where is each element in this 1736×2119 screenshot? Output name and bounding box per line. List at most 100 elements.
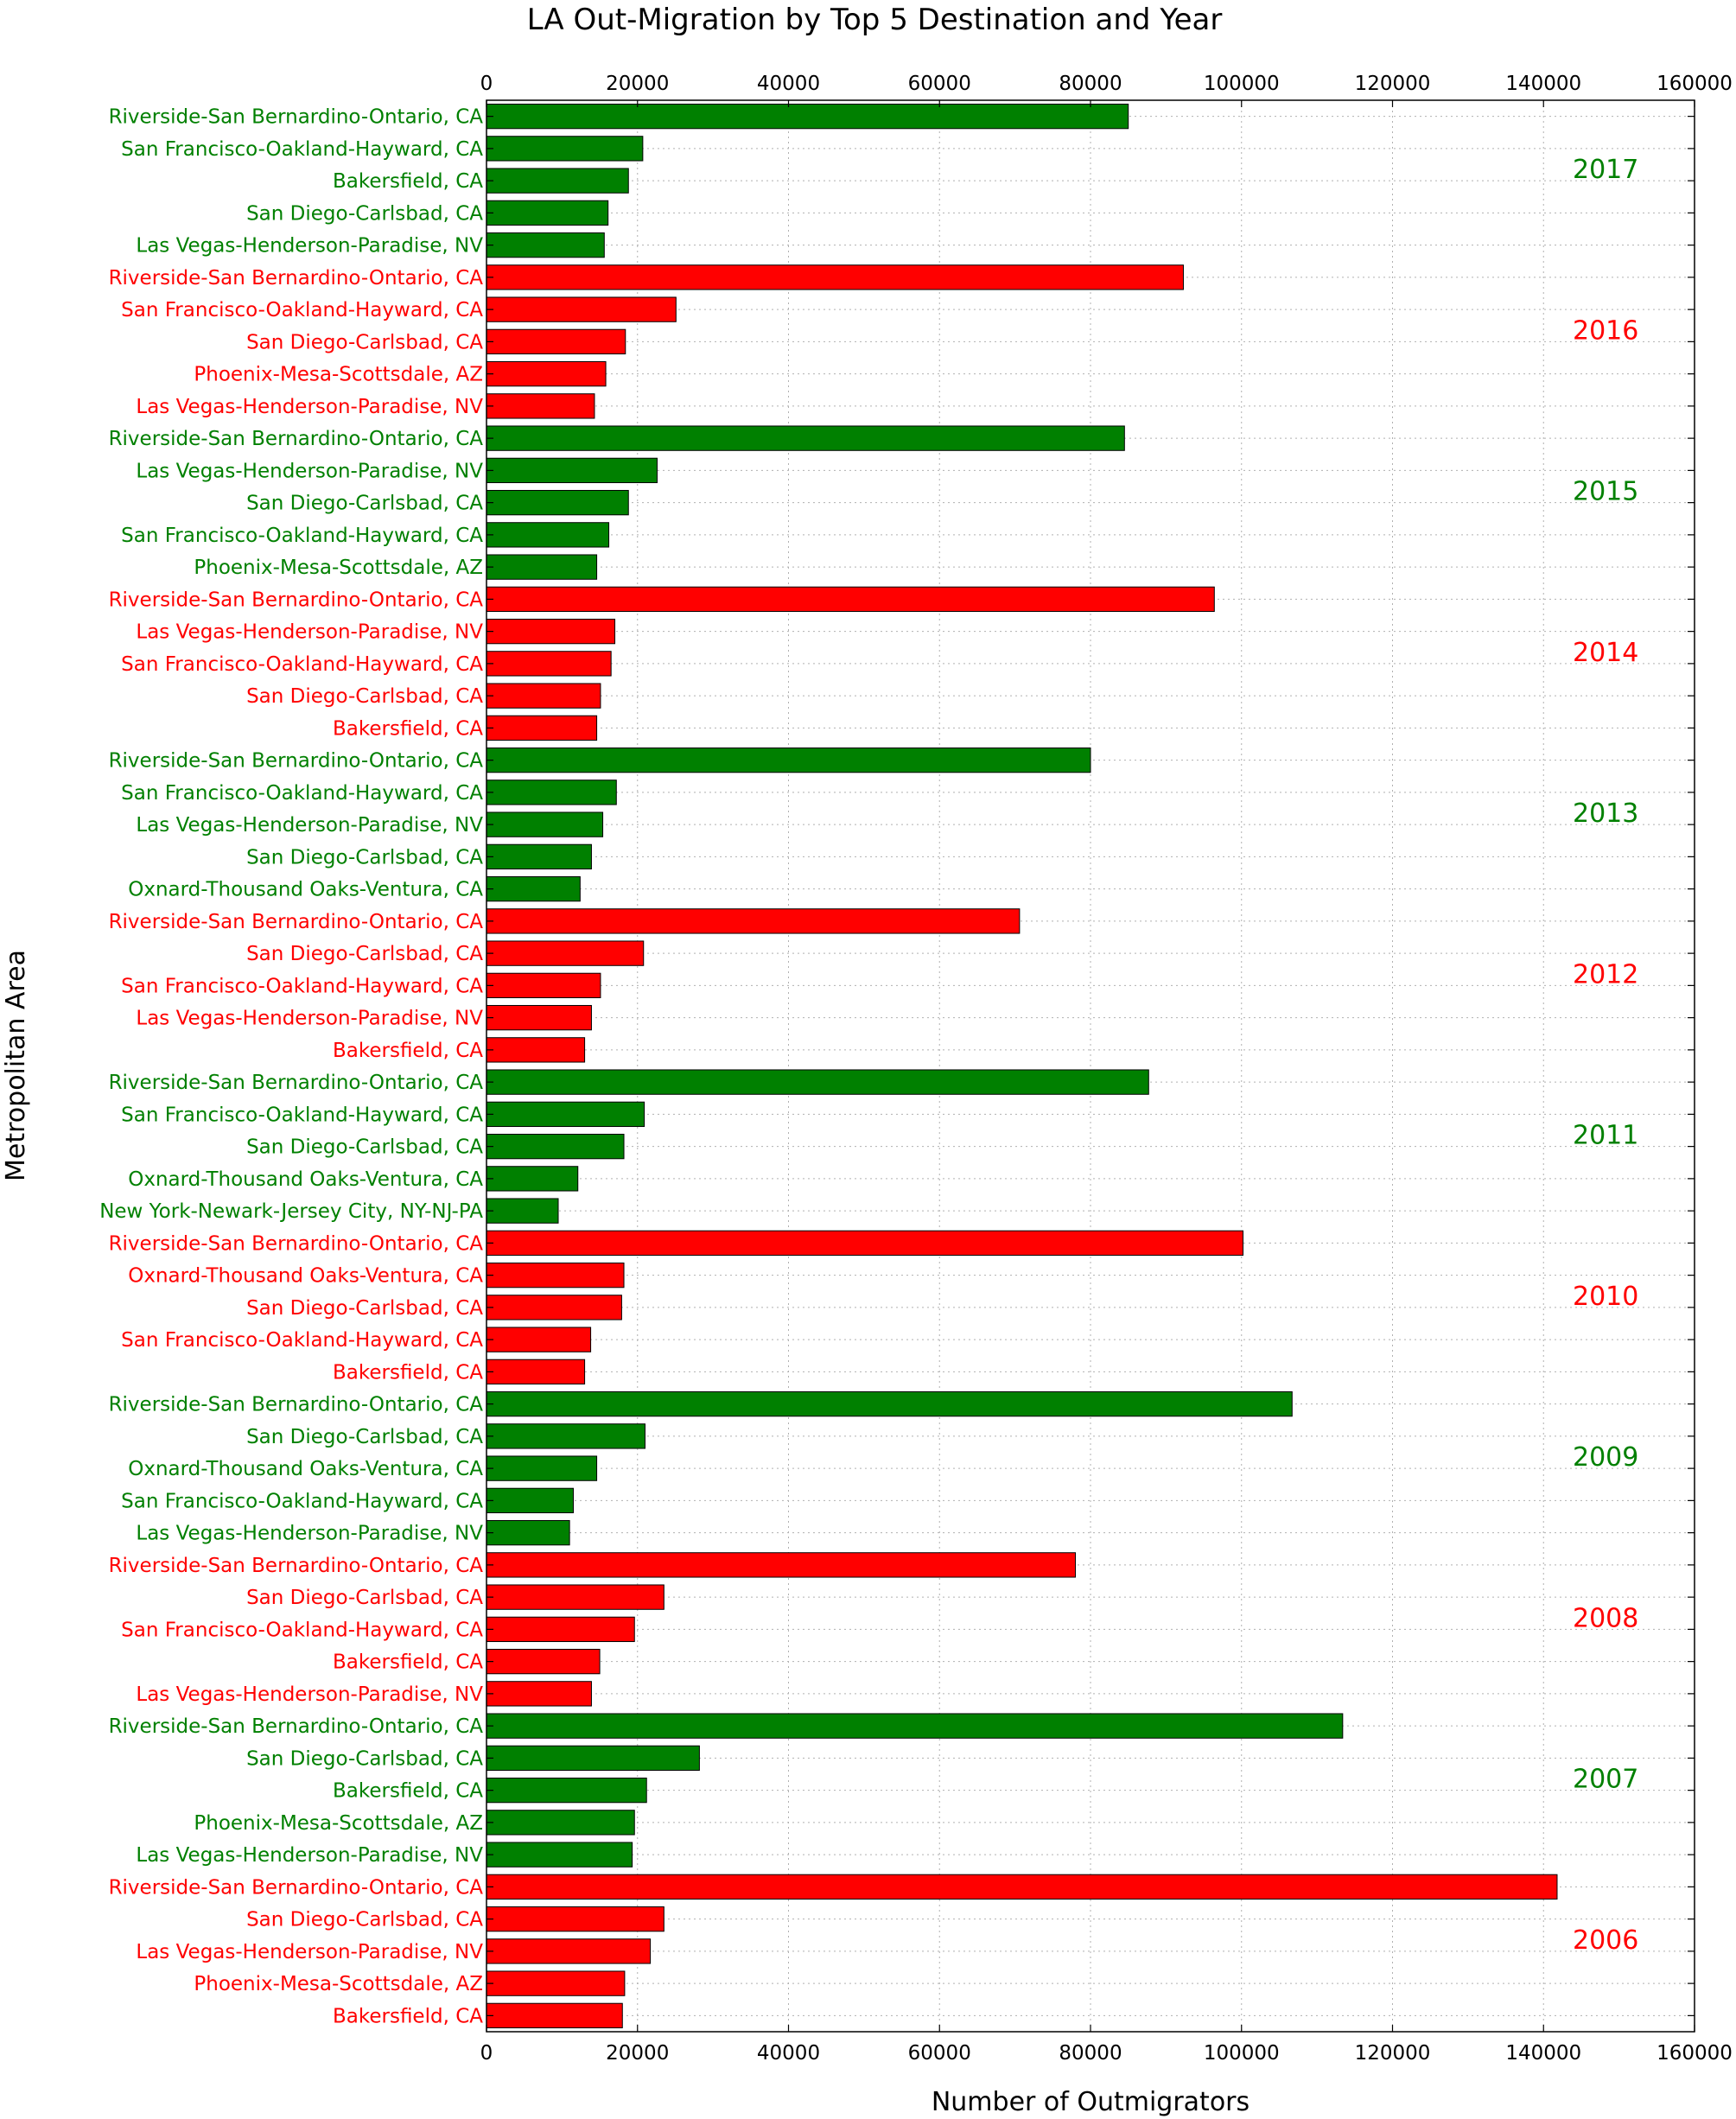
- x-tick-label-top: 120000: [1355, 73, 1431, 95]
- category-label: San Diego-Carlsbad, CA: [246, 685, 483, 708]
- bar: [486, 747, 1091, 773]
- bar: [486, 1327, 592, 1352]
- y-axis-label: Metropolitan Area: [1, 950, 31, 1181]
- category-label: San Diego-Carlsbad, CA: [246, 202, 483, 225]
- bar: [486, 168, 629, 194]
- bar: [486, 651, 612, 677]
- category-label: San Diego-Carlsbad, CA: [246, 1297, 483, 1320]
- year-label: 2017: [1573, 155, 1638, 185]
- bar: [486, 1101, 645, 1128]
- bar: [486, 618, 616, 645]
- bar: [486, 1681, 592, 1707]
- x-axis-label: Number of Outmigrators: [932, 2087, 1250, 2117]
- category-label: San Francisco-Oakland-Hayward, CA: [121, 1490, 483, 1512]
- bar: [486, 1970, 626, 1996]
- bar: [486, 1295, 622, 1320]
- gridlines: [486, 100, 1695, 2032]
- category-label: San Francisco-Oakland-Hayward, CA: [121, 525, 483, 547]
- bar: [486, 1004, 592, 1031]
- category-label: Las Vegas-Henderson-Paradise, NV: [136, 396, 483, 418]
- year-label: 2011: [1573, 1121, 1638, 1151]
- chart-title: LA Out-Migration by Top 5 Destination an…: [527, 3, 1223, 37]
- category-label: Oxnard-Thousand Oaks-Ventura, CA: [128, 1458, 483, 1480]
- bar: [486, 1230, 1243, 1257]
- category-label: Riverside-San Bernardino-Ontario, CA: [109, 1232, 484, 1255]
- bar: [486, 232, 605, 258]
- bar: [486, 328, 626, 355]
- category-label: Las Vegas-Henderson-Paradise, NV: [136, 1941, 483, 1963]
- bar: [486, 296, 677, 322]
- bar: [486, 522, 610, 548]
- category-label: Las Vegas-Henderson-Paradise, NV: [136, 1844, 483, 1867]
- category-label: Riverside-San Bernardino-Ontario, CA: [109, 1715, 484, 1738]
- bar: [486, 1423, 645, 1449]
- x-tick-label-top: 60000: [908, 73, 971, 95]
- category-label: San Diego-Carlsbad, CA: [246, 1426, 483, 1448]
- x-tick-label-bottom: 80000: [1059, 2042, 1122, 2065]
- category-label: Oxnard-Thousand Oaks-Ventura, CA: [128, 1265, 483, 1288]
- category-label: Bakersfield, CA: [333, 1780, 483, 1803]
- bar: [486, 264, 1184, 290]
- category-label: Las Vegas-Henderson-Paradise, NV: [136, 621, 483, 644]
- year-label: 2012: [1573, 959, 1638, 990]
- x-tick-label-bottom: 0: [480, 2042, 493, 2065]
- bar: [486, 780, 617, 805]
- category-label: Riverside-San Bernardino-Ontario, CA: [109, 1072, 484, 1094]
- bar: [486, 1069, 1149, 1095]
- category-label: Riverside-San Bernardino-Ontario, CA: [109, 428, 484, 450]
- category-label: New York-Newark-Jersey City, NY-NJ-PA: [99, 1200, 483, 1223]
- bar: [486, 393, 595, 419]
- x-tick-label-top: 80000: [1059, 73, 1122, 95]
- bar: [486, 811, 604, 837]
- category-label: San Francisco-Oakland-Hayward, CA: [121, 138, 483, 161]
- year-label: 2016: [1573, 315, 1638, 346]
- bar: [486, 1166, 579, 1192]
- category-label: San Diego-Carlsbad, CA: [246, 943, 483, 965]
- category-label: San Diego-Carlsbad, CA: [246, 1587, 483, 1609]
- year-label: 2006: [1573, 1925, 1638, 1956]
- category-label: San Diego-Carlsbad, CA: [246, 331, 483, 353]
- category-label: Las Vegas-Henderson-Paradise, NV: [136, 1683, 483, 1706]
- bar: [486, 425, 1125, 451]
- bar: [486, 843, 592, 870]
- bar: [486, 1198, 559, 1224]
- bar: [486, 1713, 1344, 1739]
- x-axis-ticks: 0 0 20000 20000 40000 40000 60000 60000 80000 800…: [480, 73, 1733, 2065]
- year-label: 2009: [1573, 1442, 1638, 1473]
- bar: [486, 1874, 1558, 1900]
- category-label: San Diego-Carlsbad, CA: [246, 493, 483, 515]
- bar: [486, 1262, 625, 1289]
- x-tick-label-top: 40000: [757, 73, 820, 95]
- x-tick-label-bottom: 160000: [1657, 2042, 1733, 2065]
- bar: [486, 1519, 570, 1546]
- year-label: 2007: [1573, 1765, 1638, 1795]
- bar: [486, 1584, 665, 1610]
- category-label: Bakersfield, CA: [333, 1651, 483, 1674]
- category-label: Riverside-San Bernardino-Ontario, CA: [109, 1394, 484, 1416]
- year-label: 2013: [1573, 799, 1638, 829]
- category-label: Las Vegas-Henderson-Paradise, NV: [136, 1523, 483, 1545]
- category-label: Riverside-San Bernardino-Ontario, CA: [109, 911, 484, 933]
- bar: [486, 1487, 574, 1514]
- category-label: San Francisco-Oakland-Hayward, CA: [121, 782, 483, 805]
- bar: [486, 1938, 652, 1964]
- bar: [486, 972, 601, 999]
- category-label: Phoenix-Mesa-Scottsdale, AZ: [194, 364, 483, 386]
- bar: [486, 1842, 633, 1868]
- x-tick-label-bottom: 120000: [1355, 2042, 1431, 2065]
- category-label: Las Vegas-Henderson-Paradise, NV: [136, 1008, 483, 1030]
- category-label: San Francisco-Oakland-Hayward, CA: [121, 299, 483, 321]
- bar: [486, 586, 1215, 613]
- category-label: San Francisco-Oakland-Hayward, CA: [121, 1329, 483, 1352]
- category-label: Oxnard-Thousand Oaks-Ventura, CA: [128, 879, 483, 901]
- category-label: San Diego-Carlsbad, CA: [246, 1747, 483, 1770]
- x-tick-label-top: 0: [480, 73, 493, 95]
- category-label: Bakersfield, CA: [333, 2005, 483, 2027]
- x-tick-label-bottom: 20000: [606, 2042, 669, 2065]
- bar: [486, 200, 609, 226]
- category-label: San Francisco-Oakland-Hayward, CA: [121, 1619, 483, 1641]
- bar: [486, 683, 601, 709]
- category-label: Riverside-San Bernardino-Ontario, CA: [109, 589, 484, 611]
- x-tick-label-top: 100000: [1204, 73, 1280, 95]
- category-label: Riverside-San Bernardino-Ontario, CA: [109, 750, 484, 773]
